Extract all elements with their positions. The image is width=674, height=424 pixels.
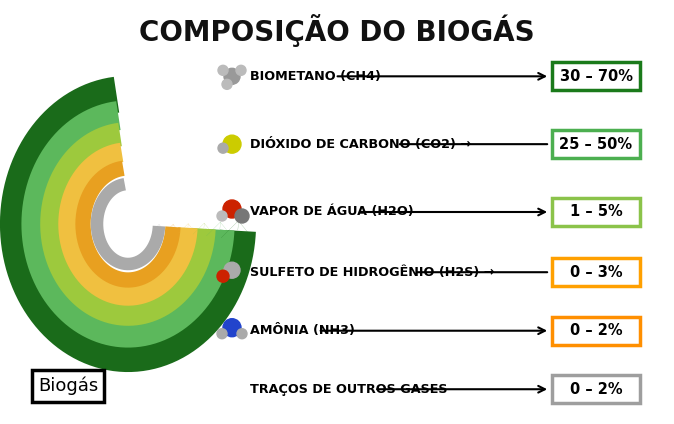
Circle shape [224, 68, 240, 84]
Text: TRAÇOS DE OUTROS GASES: TRAÇOS DE OUTROS GASES [250, 383, 448, 396]
Circle shape [217, 211, 227, 221]
FancyBboxPatch shape [552, 258, 640, 286]
Circle shape [223, 200, 241, 218]
Circle shape [223, 135, 241, 153]
Circle shape [236, 65, 246, 75]
Text: 30 – 70%: 30 – 70% [559, 69, 632, 84]
Text: COMPOSIÇÃO DO BIOGÁS: COMPOSIÇÃO DO BIOGÁS [140, 14, 534, 47]
Text: 1 – 5%: 1 – 5% [570, 204, 622, 220]
Text: AMÔNIA (NH3): AMÔNIA (NH3) [250, 324, 355, 337]
Circle shape [223, 319, 241, 337]
Text: 0 – 3%: 0 – 3% [570, 265, 622, 280]
Circle shape [237, 329, 247, 339]
FancyBboxPatch shape [552, 130, 640, 158]
Text: VAPOR DE ÁGUA (H2O): VAPOR DE ÁGUA (H2O) [250, 206, 414, 218]
Text: DIÓXIDO DE CARBONO (CO2) →: DIÓXIDO DE CARBONO (CO2) → [250, 138, 471, 151]
Circle shape [224, 262, 240, 278]
Circle shape [217, 270, 229, 282]
FancyBboxPatch shape [552, 317, 640, 345]
Text: 25 – 50%: 25 – 50% [559, 137, 633, 152]
Text: Biogás: Biogás [38, 377, 98, 395]
FancyBboxPatch shape [552, 198, 640, 226]
Circle shape [217, 329, 227, 339]
FancyBboxPatch shape [552, 62, 640, 90]
Circle shape [218, 65, 228, 75]
Circle shape [218, 143, 228, 153]
Circle shape [235, 209, 249, 223]
Text: SULFETO DE HIDROGÊNIO (H2S) →: SULFETO DE HIDROGÊNIO (H2S) → [250, 266, 494, 279]
Circle shape [222, 79, 232, 89]
Text: 0 – 2%: 0 – 2% [570, 382, 622, 397]
FancyBboxPatch shape [552, 375, 640, 403]
Text: BIOMETANO (CH4): BIOMETANO (CH4) [250, 70, 381, 83]
Text: 0 – 2%: 0 – 2% [570, 323, 622, 338]
